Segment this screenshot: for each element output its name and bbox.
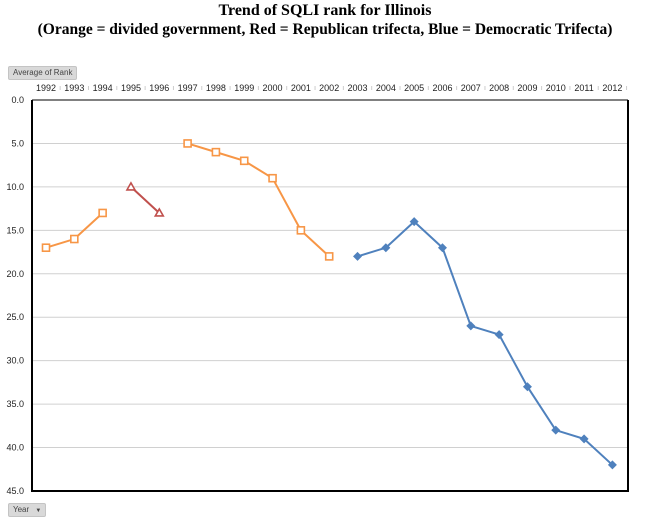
- data-point: [296, 226, 306, 235]
- x-tick-label: 1999: [234, 83, 254, 93]
- series-line: [130, 186, 160, 214]
- x-tick-label: 2011: [574, 83, 593, 93]
- x-tick-label: 1993: [64, 83, 84, 93]
- data-point: [183, 139, 192, 148]
- x-tick-label: 1996: [149, 83, 169, 93]
- series-republican-trifecta: [125, 181, 165, 217]
- data-point: [466, 321, 476, 331]
- year-label: Year: [13, 505, 30, 514]
- data-point: [324, 252, 334, 261]
- data-point: [41, 243, 51, 253]
- data-point: [409, 217, 419, 227]
- x-tick-label: 2006: [432, 83, 452, 93]
- chart-subtitle: (Orange = divided government, Red = Repu…: [37, 21, 613, 38]
- data-point: [579, 434, 589, 444]
- x-tick-label: 1997: [178, 83, 198, 93]
- x-tick-label: 1998: [206, 83, 226, 93]
- data-point: [98, 208, 107, 218]
- data-point: [268, 173, 277, 183]
- data-point: [437, 243, 447, 253]
- x-tick-label: 2002: [319, 83, 339, 93]
- series-democratic-trifecta: [353, 217, 617, 470]
- y-tick-label: 30.0: [6, 356, 24, 366]
- y-tick-label: 45.0: [6, 486, 24, 496]
- dropdown-arrow-icon: ▼: [35, 508, 42, 514]
- data-point: [551, 425, 561, 435]
- x-tick-label: 1992: [36, 83, 56, 93]
- x-tick-label: 2010: [546, 83, 566, 93]
- x-tick-label: 2005: [404, 83, 424, 93]
- x-tick-label: 2004: [376, 83, 396, 93]
- y-tick-label: 40.0: [6, 443, 24, 453]
- year-field-button[interactable]: Year ▼: [8, 503, 47, 517]
- data-point: [494, 330, 504, 340]
- data-point: [353, 251, 363, 261]
- x-tick-label: 2000: [263, 83, 283, 93]
- data-point: [381, 243, 391, 253]
- x-tick-label: 2001: [291, 83, 311, 93]
- y-tick-label: 0.0: [11, 95, 24, 105]
- y-tick-label: 15.0: [6, 225, 24, 235]
- y-tick-label: 10.0: [6, 182, 24, 192]
- data-point: [125, 181, 137, 191]
- x-tick-label: 2012: [602, 83, 622, 93]
- plot-border: [31, 100, 629, 492]
- x-tick-label: 1995: [121, 83, 141, 93]
- y-tick-label: 5.0: [11, 138, 24, 148]
- x-tick-label: 2007: [461, 83, 481, 93]
- series-divided-government: [41, 139, 334, 261]
- x-tick-label: 2008: [489, 83, 509, 93]
- data-point: [153, 207, 165, 217]
- y-tick-label: 20.0: [6, 269, 24, 279]
- chart-title: Trend of SQLI rank for Illinois: [218, 2, 432, 19]
- x-tick-label: 1994: [93, 83, 113, 93]
- y-tick-label: 35.0: [6, 399, 24, 409]
- data-point: [607, 460, 617, 470]
- y-tick-label: 25.0: [6, 312, 24, 322]
- data-point: [70, 234, 79, 244]
- series-line: [357, 220, 614, 466]
- data-point: [239, 156, 249, 166]
- x-tick-label: 2009: [517, 83, 537, 93]
- data-point: [522, 382, 532, 392]
- data-point: [211, 147, 221, 157]
- x-tick-label: 2003: [348, 83, 368, 93]
- series-line: [187, 142, 330, 258]
- average-of-rank-field-button[interactable]: Average of Rank: [8, 66, 78, 80]
